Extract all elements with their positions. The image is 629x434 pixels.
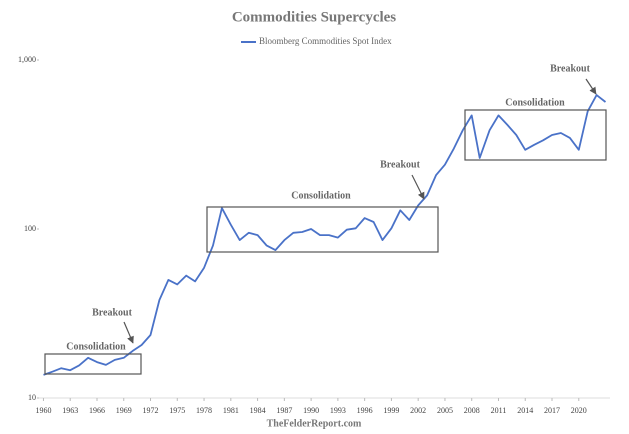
x-tick-label: 2014 — [517, 406, 533, 415]
x-tick-label: 1993 — [330, 406, 346, 415]
x-tick-label: 1975 — [169, 406, 185, 415]
x-tick-label: 1990 — [303, 406, 319, 415]
annotation: Consolidation — [505, 97, 565, 108]
x-tick-label: 1996 — [357, 406, 373, 415]
x-tick-label: 2011 — [491, 406, 507, 415]
x-tick-label: 2017 — [544, 406, 560, 415]
consolidation-box — [206, 206, 439, 253]
annotation: Breakout — [380, 159, 420, 170]
x-tick-label: 1966 — [89, 406, 105, 415]
arrow — [585, 78, 597, 95]
chart-title: Commodities Supercycles — [232, 9, 396, 25]
x-tick-label: 1960 — [35, 406, 51, 415]
x-tick-label: 1987 — [276, 406, 292, 415]
x-tick-label: 1969 — [116, 406, 132, 415]
x-tick-label: 1981 — [223, 406, 239, 415]
x-tick-label: 2002 — [410, 406, 426, 415]
arrow — [411, 174, 425, 200]
consolidation-box — [464, 109, 607, 161]
x-tick-label: 1984 — [250, 406, 266, 415]
legend-label: Bloomberg Commodities Spot Index — [259, 36, 392, 46]
x-tick-label: 1972 — [143, 406, 159, 415]
y-tick-label: 10 — [28, 393, 36, 402]
x-tick-label: 2008 — [464, 406, 480, 415]
x-tick-label: 2005 — [437, 406, 453, 415]
x-tick-label: 1999 — [383, 406, 399, 415]
x-tick-label: 1978 — [196, 406, 212, 415]
y-tick-label: 100 — [24, 224, 36, 233]
annotation: Consolidation — [291, 190, 351, 201]
annotation: Breakout — [550, 63, 590, 74]
arrow — [123, 321, 134, 344]
consolidation-box — [44, 353, 142, 375]
y-tick-label: 1,000 — [18, 55, 36, 64]
x-tick-label: 2020 — [571, 406, 587, 415]
series-line — [43, 94, 607, 376]
annotation: Consolidation — [66, 341, 126, 352]
x-tick-label: 1963 — [62, 406, 78, 415]
source: TheFelderReport.com — [267, 418, 362, 429]
annotation: Breakout — [92, 307, 132, 318]
